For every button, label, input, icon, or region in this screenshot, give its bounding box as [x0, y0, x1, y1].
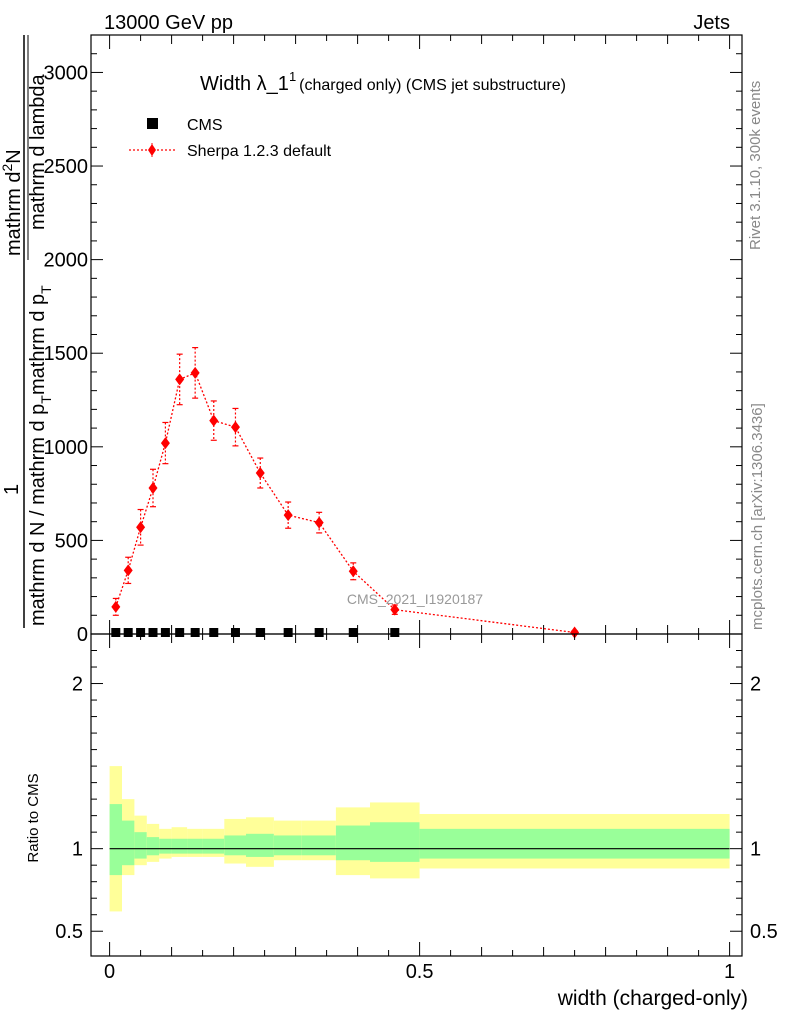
sherpa-data-point	[123, 564, 133, 577]
ratio-green-band	[171, 838, 188, 854]
ylabel-numerator-end: mathrm d lambda	[27, 74, 49, 230]
header-jets: Jets	[693, 12, 730, 34]
ratio-ytick-label-right: 2	[750, 674, 761, 696]
ratio-ylabel: Ratio to CMS	[25, 773, 42, 862]
sherpa-data-point	[570, 626, 580, 639]
legend-sherpa-label: Sherpa 1.2.3 default	[187, 143, 332, 160]
sherpa-data-point	[160, 437, 170, 450]
cms-data-point	[148, 628, 158, 637]
ratio-green-band	[146, 837, 160, 856]
main-ytick-label: 2000	[44, 250, 89, 272]
cms-data-point	[255, 628, 265, 637]
sherpa-data-point	[255, 467, 265, 480]
mcplots-label: mcplots.cern.ch [arXiv:1306.3436]	[749, 403, 766, 630]
cms-data-point	[160, 628, 170, 637]
ratio-green-band	[187, 838, 203, 854]
ylabel-denominator: mathrm d N / mathrm d pT	[27, 395, 54, 626]
plot-title: Width λ_11(charged only) (CMS jet substr…	[200, 69, 566, 95]
cms-data-point	[390, 628, 400, 637]
sherpa-data-point	[148, 481, 158, 494]
main-ytick-label: 1000	[44, 437, 89, 459]
sherpa-data-point	[190, 366, 200, 379]
ratio-green-band	[224, 835, 246, 856]
main-ytick-label: 0	[77, 624, 88, 646]
main-ytick-label: 500	[55, 530, 88, 552]
sherpa-data-point	[209, 414, 219, 427]
sherpa-data-point	[390, 603, 400, 616]
ylabel-numerator-mid: mathrm d pT	[27, 285, 54, 395]
ratio-ytick-label-right: 1	[750, 839, 761, 861]
cms-data-point	[136, 628, 146, 637]
main-panel: 0 500 1000 1500 2000 2500 3000	[44, 34, 743, 646]
ratio-panel: 0 0.5 1 0.5 0.5 1 1 2 2	[55, 633, 778, 983]
sherpa-data-point	[348, 565, 358, 578]
sherpa-line	[115, 372, 575, 634]
ratio-green-band	[370, 822, 420, 862]
sherpa-data-point	[230, 421, 240, 434]
legend-cms-marker	[147, 118, 158, 129]
cms-data-point	[230, 628, 240, 637]
cms-data-point	[348, 628, 358, 637]
cms-data-point	[190, 628, 200, 637]
xlabel: width (charged-only)	[557, 987, 748, 1010]
ratio-green-band	[134, 832, 147, 859]
ratio-ytick-label: 1	[72, 839, 83, 861]
ratio-green-band	[109, 804, 122, 876]
main-ytick-label: 1500	[44, 343, 89, 365]
ratio-green-band	[202, 838, 225, 854]
ratio-green-band	[273, 835, 302, 856]
ratio-green-band	[419, 828, 730, 859]
cms-data-point	[175, 628, 185, 637]
ratio-ytick-label: 0.5	[55, 921, 83, 943]
main-ylabel: 1 mathrm d N / mathrm d pT mathrm d2N ma…	[0, 35, 54, 628]
legend-sherpa-marker	[148, 144, 156, 156]
ylabel-numerator-top: mathrm d2N	[0, 149, 25, 256]
ratio-xtick-label: 0.5	[406, 961, 434, 983]
ratio-xtick-label: 1	[724, 961, 735, 983]
analysis-watermark: CMS_2021_I1920187	[347, 591, 483, 607]
ratio-green-band	[159, 838, 172, 854]
sherpa-data-point	[283, 509, 293, 522]
sherpa-data-point	[111, 600, 121, 613]
ylabel-one: 1	[1, 484, 23, 495]
cms-data-point	[111, 628, 121, 637]
sherpa-data-point	[136, 521, 146, 534]
rivet-label: Rivet 3.1.10, 300k events	[747, 81, 764, 250]
cms-data-point	[209, 628, 219, 637]
cms-data-point	[283, 628, 293, 637]
cms-data-point	[314, 628, 324, 637]
legend-cms-label: CMS	[187, 117, 223, 134]
ratio-green-band	[301, 835, 336, 856]
header-energy: 13000 GeV pp	[104, 12, 233, 34]
main-ytick-label: 2500	[44, 156, 89, 178]
cms-data-point	[123, 628, 133, 637]
main-ytick-label: 3000	[44, 62, 89, 84]
ratio-ytick-label: 2	[72, 674, 83, 696]
ratio-green-band	[246, 833, 274, 857]
ratio-xtick-label: 0	[104, 961, 115, 983]
ratio-green-band	[335, 825, 370, 861]
sherpa-data-point	[175, 373, 185, 386]
ratio-green-band	[122, 820, 135, 866]
legend: CMS Sherpa 1.2.3 default	[129, 117, 332, 160]
ratio-ytick-label-right: 0.5	[750, 921, 778, 943]
ratio-frame	[90, 633, 743, 957]
sherpa-data-point	[314, 516, 324, 529]
